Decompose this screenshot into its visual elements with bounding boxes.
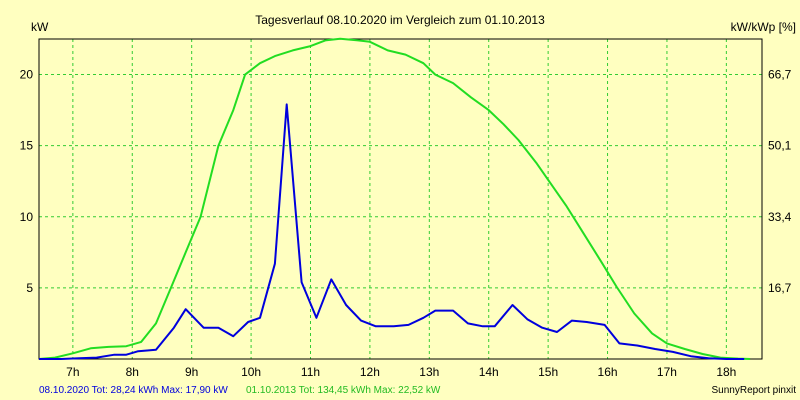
plot-frame [38, 38, 763, 360]
x-tick-label: 7h [66, 365, 79, 379]
series-line-01-10-2013 [38, 37, 751, 360]
x-tick-label: 8h [126, 365, 139, 379]
credit-text: SunnyReport pinxit [712, 385, 797, 396]
y-axis-right-label: kW/kWp [%] [731, 20, 796, 34]
x-tick-label: 11h [301, 365, 320, 379]
y-axis-left-label: kW [31, 20, 49, 34]
x-tick-label: 14h [479, 365, 499, 379]
y-tick-label-left: 10 [20, 210, 34, 224]
chart-title: Tagesverlauf 08.10.2020 im Vergleich zum… [255, 13, 545, 27]
x-tick-label: 12h [360, 365, 380, 379]
x-tick-label: 17h [657, 365, 677, 379]
y-tick-label-right: 16,7 [768, 281, 792, 295]
y-tick-label-right: 66,7 [768, 68, 792, 82]
y-tick-label-right: 33,4 [768, 210, 792, 224]
y-axis-right-ticks: 16,7 33,4 50,1 66,7 [768, 68, 792, 295]
y-axis-left-ticks: 5 10 15 20 [20, 68, 34, 295]
y-tick-label-left: 20 [20, 68, 34, 82]
x-tick-label: 10h [241, 365, 261, 379]
x-tick-label: 9h [185, 365, 198, 379]
y-tick-label-left: 5 [26, 281, 33, 295]
legend-series-2013: 01.10.2013 Tot: 134,45 kWh Max: 22,52 kW [246, 385, 441, 396]
x-tick-label: 13h [419, 365, 439, 379]
y-tick-label-right: 50,1 [768, 139, 792, 153]
y-tick-label-left: 15 [20, 139, 34, 153]
x-tick-label: 15h [538, 365, 558, 379]
series-line-08-10-2020 [39, 103, 745, 360]
x-tick-label: 18h [716, 365, 736, 379]
grid-lines [39, 39, 762, 359]
x-axis-ticks: 7h 8h 9h 10h 11h 12h 13h 14h 15h 16h 17h 18h [66, 365, 736, 379]
legend-series-2020: 08.10.2020 Tot: 28,24 kWh Max: 17,90 kW [39, 385, 228, 396]
series-group [38, 37, 751, 360]
x-tick-label: 16h [598, 365, 618, 379]
